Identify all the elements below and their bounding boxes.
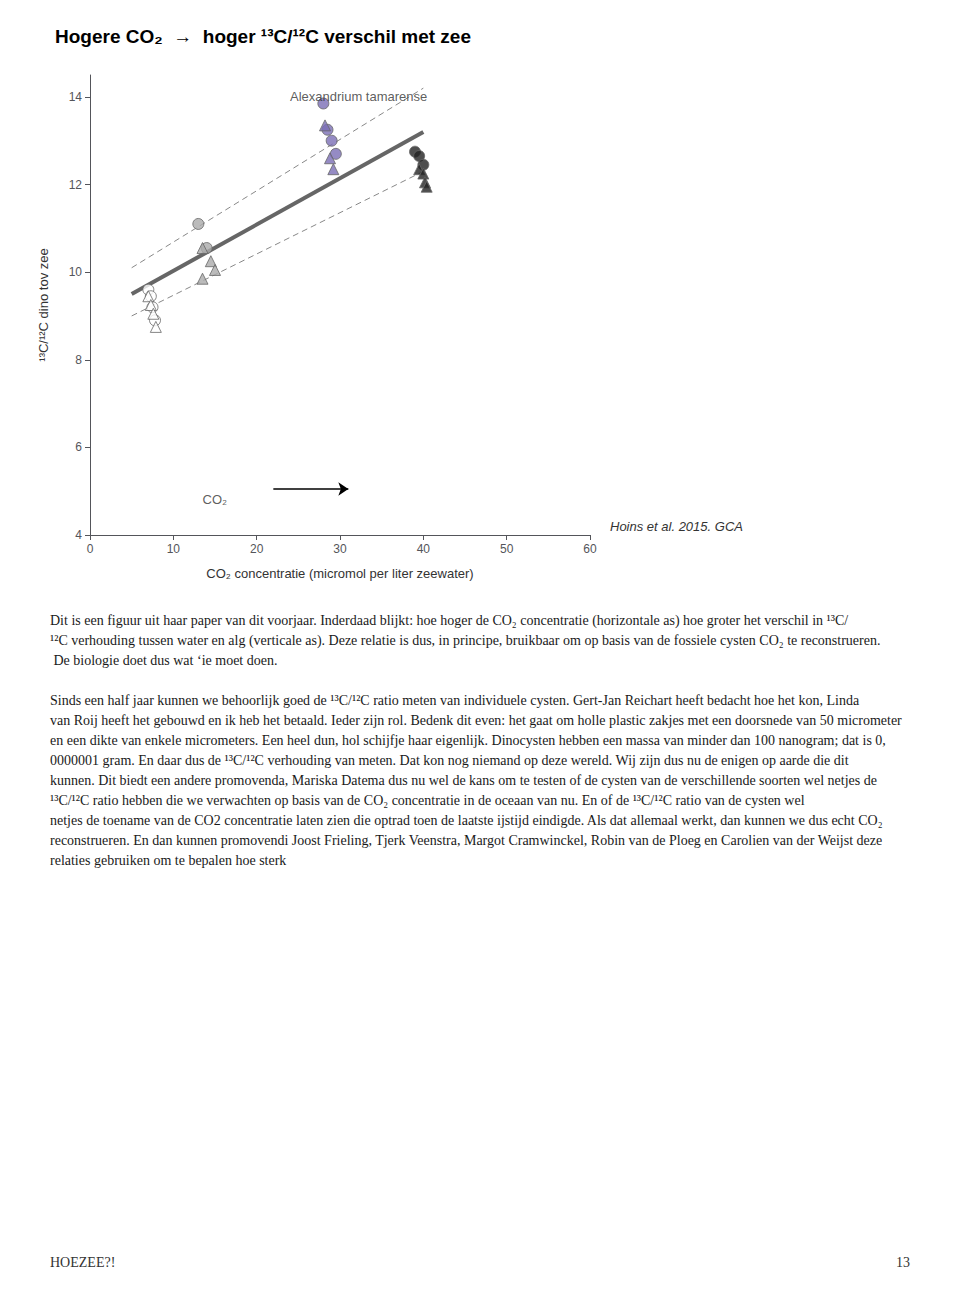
svg-text:relaties gebruiken om te bepal: relaties gebruiken om te bepalen hoe ste… <box>50 853 286 868</box>
svg-text:kunnen. Dit biedt een andere p: kunnen. Dit biedt een andere promovenda,… <box>50 773 880 788</box>
svg-text:14: 14 <box>69 90 83 104</box>
svg-text:reconstrueren. En dan kunnen p: reconstrueren. En dan kunnen promovendi … <box>50 833 886 848</box>
svg-text:0000001 gram. En daar dus de ¹: 0000001 gram. En daar dus de ¹³C/¹²C ver… <box>50 753 852 768</box>
svg-text:60: 60 <box>583 542 597 556</box>
svg-text:20: 20 <box>250 542 264 556</box>
svg-text:¹³C/¹²C ratio hebben die we ve: ¹³C/¹²C ratio hebben die we verwachten o… <box>50 793 808 808</box>
svg-text:HOEZEE?!: HOEZEE?! <box>50 1255 115 1270</box>
svg-text:Hoins et al. 2015. GCA: Hoins et al. 2015. GCA <box>610 519 743 534</box>
svg-text:50: 50 <box>500 542 514 556</box>
svg-text:0: 0 <box>87 542 94 556</box>
svg-text:6: 6 <box>75 440 82 454</box>
svg-text:¹³C/¹²C dino tov zee: ¹³C/¹²C dino tov zee <box>36 248 51 361</box>
svg-text:Hogere CO₂ → hoger ¹³C/¹²C v: Hogere CO₂ → hoger ¹³C/¹²C verschil met … <box>55 26 471 47</box>
svg-text:CO₂ concentratie (micromol per: CO₂ concentratie (micromol per liter zee… <box>206 566 473 581</box>
svg-text:Dit is een figuur uit haar pap: Dit is een figuur uit haar paper van dit… <box>50 613 848 629</box>
svg-text:4: 4 <box>75 528 82 542</box>
svg-text:10: 10 <box>69 265 83 279</box>
svg-text:10: 10 <box>167 542 181 556</box>
svg-text:30: 30 <box>333 542 347 556</box>
svg-text:netjes de toename van de CO2 c: netjes de toename van de CO2 concentrati… <box>50 813 886 828</box>
svg-text:8: 8 <box>75 353 82 367</box>
svg-text:40: 40 <box>417 542 431 556</box>
svg-text:CO₂: CO₂ <box>203 492 228 507</box>
svg-text:en een dikte van enkele microm: en een dikte van enkele micrometers. Een… <box>50 733 886 748</box>
svg-text:¹²C verhouding tussen water en: ¹²C verhouding tussen water en alg (vert… <box>50 633 880 649</box>
svg-text:12: 12 <box>69 178 83 192</box>
svg-text:Alexandrium tamarense: Alexandrium tamarense <box>290 89 427 104</box>
svg-text:13: 13 <box>896 1255 910 1270</box>
svg-text:van Roij heeft het gebouwd en: van Roij heeft het gebouwd en ik heb het… <box>50 713 905 728</box>
svg-text:Sinds een half jaar kunnen we: Sinds een half jaar kunnen we behoorlijk… <box>50 693 863 708</box>
svg-text:De biologie doet dus wat ‘ie m: De biologie doet dus wat ‘ie moet doen. <box>50 653 277 668</box>
